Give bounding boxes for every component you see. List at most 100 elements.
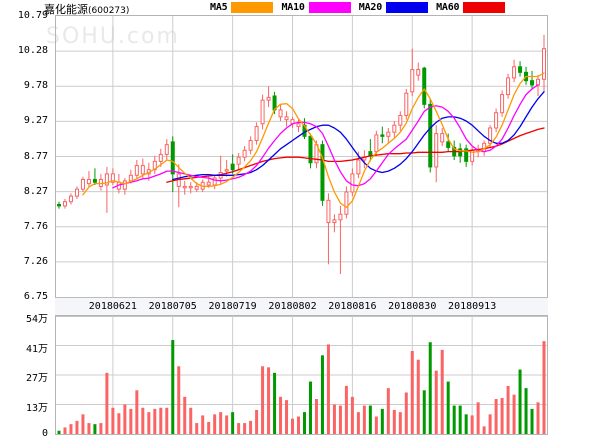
candlestick[interactable] <box>116 173 121 194</box>
volume-bar[interactable] <box>177 366 181 434</box>
candlestick[interactable] <box>446 133 451 152</box>
candlestick[interactable] <box>506 73 511 99</box>
volume-bar[interactable] <box>69 424 73 434</box>
candlestick[interactable] <box>254 122 259 145</box>
volume-bar[interactable] <box>302 412 306 434</box>
candlestick[interactable] <box>182 180 187 195</box>
volume-bar[interactable] <box>117 413 121 434</box>
volume-bar[interactable] <box>87 423 91 434</box>
candlestick[interactable] <box>416 62 421 81</box>
volume-bar[interactable] <box>410 350 414 434</box>
volume-bar[interactable] <box>231 412 235 434</box>
candlestick[interactable] <box>434 125 439 183</box>
candlestick[interactable] <box>350 168 355 197</box>
volume-bar[interactable] <box>458 405 462 434</box>
candlestick[interactable] <box>524 66 529 85</box>
volume-bar[interactable] <box>470 415 474 434</box>
volume-bar[interactable] <box>207 421 211 434</box>
candlestick[interactable] <box>320 140 325 206</box>
volume-bar[interactable] <box>404 392 408 434</box>
candlestick[interactable] <box>236 153 241 170</box>
candlestick[interactable] <box>86 171 91 187</box>
volume-bar[interactable] <box>338 405 342 434</box>
volume-bar[interactable] <box>225 415 229 434</box>
volume-bar[interactable] <box>243 423 247 434</box>
volume-bar[interactable] <box>482 426 486 434</box>
candlestick[interactable] <box>278 104 283 122</box>
volume-bar[interactable] <box>183 396 187 434</box>
candlestick[interactable] <box>386 127 391 144</box>
volume-bar[interactable] <box>219 412 223 434</box>
candlestick[interactable] <box>494 108 499 133</box>
volume-bar[interactable] <box>386 388 390 434</box>
volume-bar[interactable] <box>344 385 348 434</box>
volume-bar[interactable] <box>308 381 312 434</box>
candlestick[interactable] <box>104 166 109 213</box>
candlestick[interactable] <box>176 164 181 208</box>
candlestick[interactable] <box>392 121 397 138</box>
volume-bar[interactable] <box>530 408 534 434</box>
candlestick[interactable] <box>470 146 475 166</box>
candlestick[interactable] <box>218 155 223 184</box>
candlestick[interactable] <box>188 182 193 194</box>
candlestick[interactable] <box>500 90 505 117</box>
candlestick[interactable] <box>92 168 97 186</box>
volume-bar[interactable] <box>518 369 522 434</box>
volume-bar[interactable] <box>536 402 540 434</box>
volume-bar[interactable] <box>123 404 127 435</box>
candlestick[interactable] <box>422 66 427 109</box>
volume-bar[interactable] <box>350 396 354 434</box>
candlestick[interactable] <box>308 133 313 169</box>
candlestick[interactable] <box>80 176 85 192</box>
volume-bar[interactable] <box>249 420 253 434</box>
candlestick[interactable] <box>260 94 265 130</box>
candlestick[interactable] <box>62 198 67 209</box>
candlestick[interactable] <box>518 61 523 77</box>
volume-bar[interactable] <box>75 420 79 434</box>
volume-bar[interactable] <box>428 342 432 434</box>
candlestick[interactable] <box>164 139 169 160</box>
volume-bar[interactable] <box>255 409 259 434</box>
volume-bar[interactable] <box>452 405 456 434</box>
candlestick[interactable] <box>122 178 127 195</box>
candlestick[interactable] <box>296 119 301 133</box>
volume-bar[interactable] <box>111 407 115 434</box>
candlestick[interactable] <box>362 150 367 169</box>
volume-bar[interactable] <box>57 430 61 434</box>
volume-bar[interactable] <box>291 418 295 434</box>
volume-bar[interactable] <box>237 423 241 434</box>
volume-bar[interactable] <box>297 416 301 434</box>
candlestick[interactable] <box>398 111 403 131</box>
candlestick[interactable] <box>512 59 517 83</box>
volume-bar[interactable] <box>201 415 205 434</box>
volume-bar[interactable] <box>380 408 384 434</box>
volume-bar[interactable] <box>135 390 139 434</box>
volume-bar[interactable] <box>440 349 444 434</box>
candlestick[interactable] <box>152 155 157 174</box>
volume-bar[interactable] <box>285 400 289 434</box>
candlestick[interactable] <box>530 70 535 90</box>
candlestick[interactable] <box>212 175 217 190</box>
volume-bar[interactable] <box>416 359 420 434</box>
volume-bar[interactable] <box>105 372 109 434</box>
volume-bar[interactable] <box>494 399 498 434</box>
volume-bar[interactable] <box>374 416 378 434</box>
candlestick[interactable] <box>266 86 271 108</box>
volume-bar[interactable] <box>129 408 133 434</box>
volume-bar[interactable] <box>488 414 492 434</box>
volume-bar[interactable] <box>279 396 283 434</box>
volume-bar[interactable] <box>213 414 217 434</box>
volume-bar[interactable] <box>326 344 330 434</box>
candlestick[interactable] <box>134 159 139 180</box>
candlestick[interactable] <box>224 159 229 177</box>
volume-bar[interactable] <box>195 423 199 434</box>
volume-bar[interactable] <box>500 397 504 434</box>
volume-bar[interactable] <box>332 404 336 435</box>
volume-bar[interactable] <box>273 372 277 434</box>
candlestick[interactable] <box>242 146 247 162</box>
volume-bar[interactable] <box>189 407 193 434</box>
volume-bar[interactable] <box>147 412 151 434</box>
candlestick[interactable] <box>332 214 337 233</box>
candlestick[interactable] <box>68 193 73 205</box>
volume-bar[interactable] <box>506 385 510 434</box>
